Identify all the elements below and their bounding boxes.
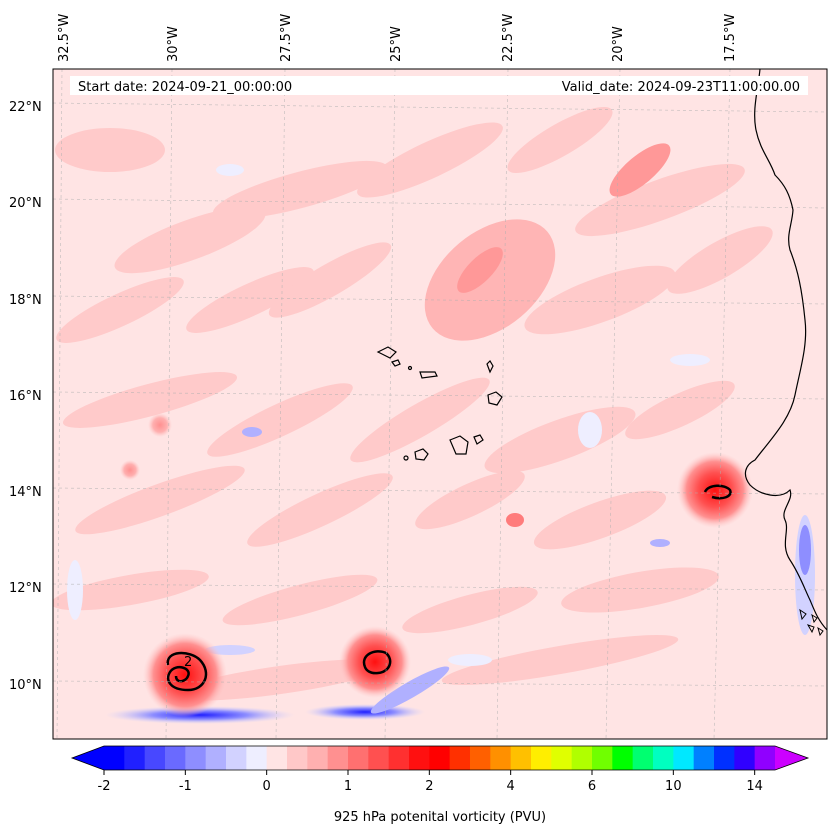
colorbar-tick-label: 1 [344, 779, 352, 794]
colorbar-cell [287, 746, 308, 770]
colorbar-cell [714, 746, 735, 770]
longitude-labels: 32.5°W 30°W 27.5°W 25°W 22.5°W 20°W 17.5… [57, 14, 738, 62]
vortex-west: 2 [143, 633, 227, 717]
colorbar-cell [754, 746, 776, 770]
guinea-bissau-islands [799, 608, 824, 637]
start-date: Start date: 2024-09-21_00:00:00 [78, 80, 292, 95]
lat-label: 14°N [9, 485, 42, 500]
lat-label: 10°N [9, 678, 42, 693]
lat-label: 22°N [9, 100, 42, 115]
lon-label: 22.5°W [501, 14, 516, 62]
lat-label: 20°N [9, 196, 42, 211]
colorbar-cell [612, 746, 634, 770]
colorbar-tick-label: -1 [179, 779, 192, 794]
graticule [53, 69, 827, 739]
colorbar-cell [571, 746, 593, 770]
colorbar-tick-label: -2 [98, 779, 111, 794]
contour-label: 2 [184, 655, 192, 670]
lon-label: 20°W [611, 26, 626, 62]
colorbar-high-extend [775, 746, 808, 770]
colorbar-cell [368, 746, 390, 770]
colorbar-cell [246, 746, 268, 770]
colorbar-cell [470, 746, 491, 770]
colorbar-cell [693, 746, 715, 770]
colorbar-cell [490, 746, 512, 770]
colorbar-cell [531, 746, 552, 770]
valid-date: Valid_date: 2024-09-23T11:00:00.00 [562, 80, 800, 95]
colorbar-low-extend [72, 746, 104, 770]
colorbar-tick-label: 10 [665, 779, 682, 794]
colorbar-tick-label: 6 [588, 779, 596, 794]
colorbar-cell [165, 746, 186, 770]
colorbar-tick-label: 0 [263, 779, 271, 794]
colorbar-cell [327, 746, 349, 770]
lat-label: 12°N [9, 581, 42, 596]
lon-label: 27.5°W [279, 14, 294, 62]
colorbar-cell [510, 746, 532, 770]
colorbar-tick-label: 14 [746, 779, 763, 794]
latitude-labels: 22°N 20°N 18°N 16°N 14°N 12°N 10°N [9, 100, 42, 693]
africa-coastline [744, 69, 827, 631]
colorbar-cell [632, 746, 654, 770]
colorbar-cell [266, 746, 288, 770]
vortex-central [339, 626, 411, 698]
map-frame [52, 68, 828, 740]
colorbar-cell [388, 746, 410, 770]
colorbar-cell [551, 746, 573, 770]
colorbar-cell [653, 746, 674, 770]
colorbar-cell [104, 746, 125, 770]
colorbar-cell [307, 746, 329, 770]
colorbar-cell [673, 746, 695, 770]
colorbar-cell [124, 746, 146, 770]
colorbar-cell [205, 746, 227, 770]
colorbar-cell [348, 746, 369, 770]
colorbar-cell [185, 746, 207, 770]
colorbar-cell [592, 746, 613, 770]
colorbar-cell [429, 746, 451, 770]
colorbar-tick-label: 2 [425, 779, 433, 794]
colorbar-cell [226, 746, 247, 770]
map-area: 2 [53, 69, 827, 739]
colorbar: -2 -1 0 1 2 4 6 10 14 925 hPa potenital vorticit… [70, 745, 810, 825]
lat-label: 18°N [9, 293, 42, 308]
colorbar-cell [449, 746, 471, 770]
colorbar-cell [734, 746, 756, 770]
lon-label: 32.5°W [57, 14, 72, 62]
lat-label: 16°N [9, 389, 42, 404]
colorbar-cell [409, 746, 430, 770]
cape-verde-islands [376, 346, 503, 461]
date-banner [70, 76, 808, 95]
lon-label: 30°W [166, 26, 181, 62]
colorbar-tick-label: 4 [507, 779, 515, 794]
lon-label: 17.5°W [723, 14, 738, 62]
lon-label: 25°W [389, 26, 404, 62]
colorbar-label: 925 hPa potenital vorticity (PVU) [334, 810, 546, 825]
vortex-east [677, 452, 753, 528]
colorbar-cell [144, 746, 166, 770]
negative-pv-areas [67, 164, 815, 724]
